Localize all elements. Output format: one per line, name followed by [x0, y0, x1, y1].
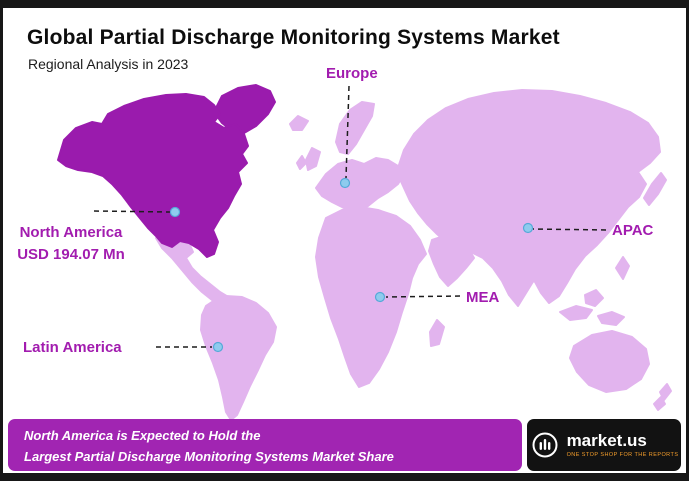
north-america-marker-dot	[169, 206, 181, 218]
region-japan-shape	[643, 172, 667, 206]
page-subtitle: Regional Analysis in 2023	[28, 56, 189, 72]
europe-leader-line	[345, 85, 350, 179]
region-borneo-shape	[584, 289, 604, 307]
region-europe-shape	[315, 157, 405, 213]
north-america-leader-line	[93, 210, 171, 213]
apac-label: APAC	[612, 222, 654, 239]
market-us-logo-tagline: ONE STOP SHOP FOR THE REPORTS	[566, 452, 679, 459]
page-title: Global Partial Discharge Monitoring Syst…	[27, 26, 560, 49]
footer-banner-line2: Largest Partial Discharge Monitoring Sys…	[24, 448, 394, 464]
market-us-logo-text: market.us ONE STOP SHOP FOR THE REPORTS	[566, 430, 679, 459]
north-america-label-block: North America USD 194.07 Mn	[5, 222, 137, 266]
region-africa-shape	[315, 206, 427, 388]
region-new-zealand-north-shape	[659, 383, 672, 401]
europe-marker-dot	[339, 177, 351, 189]
europe-label: Europe	[326, 65, 378, 82]
region-uk-shape	[305, 147, 321, 171]
region-south-america-shape	[200, 295, 277, 421]
region-australia-shape	[569, 330, 650, 393]
region-greenland-shape	[213, 84, 276, 134]
apac-leader-line	[532, 228, 607, 231]
north-america-value: USD 194.07 Mn	[17, 245, 125, 263]
region-indonesia-east-shape	[597, 311, 625, 326]
footer-banner: North America is Expected to Hold the La…	[8, 419, 522, 471]
region-madagascar-shape	[429, 319, 445, 347]
region-philippines-shape	[615, 256, 630, 280]
latin-america-label: Latin America	[23, 339, 122, 356]
mea-marker-dot	[374, 291, 386, 303]
apac-marker-dot	[522, 222, 534, 234]
marketus-logo: market.us ONE STOP SHOP FOR THE REPORTS	[527, 419, 681, 471]
region-arabia-shape	[428, 235, 475, 287]
region-scandinavia-shape	[335, 101, 375, 155]
footer-banner-line1: North America is Expected to Hold the	[24, 428, 261, 443]
region-ireland-shape	[296, 155, 307, 170]
market-us-logo-name: market.us	[566, 430, 647, 450]
mea-label: MEA	[466, 289, 500, 306]
region-mexico-central-america-shape	[155, 237, 239, 309]
mea-leader-line	[385, 295, 461, 298]
region-iceland-shape	[289, 115, 309, 131]
region-asia-shape	[397, 89, 661, 307]
region-indonesia-west-shape	[559, 305, 593, 321]
market-us-logo-icon	[532, 432, 558, 458]
region-new-zealand-south-shape	[653, 396, 666, 411]
north-america-label: North America	[19, 224, 123, 241]
latin-america-marker-dot	[212, 341, 224, 353]
